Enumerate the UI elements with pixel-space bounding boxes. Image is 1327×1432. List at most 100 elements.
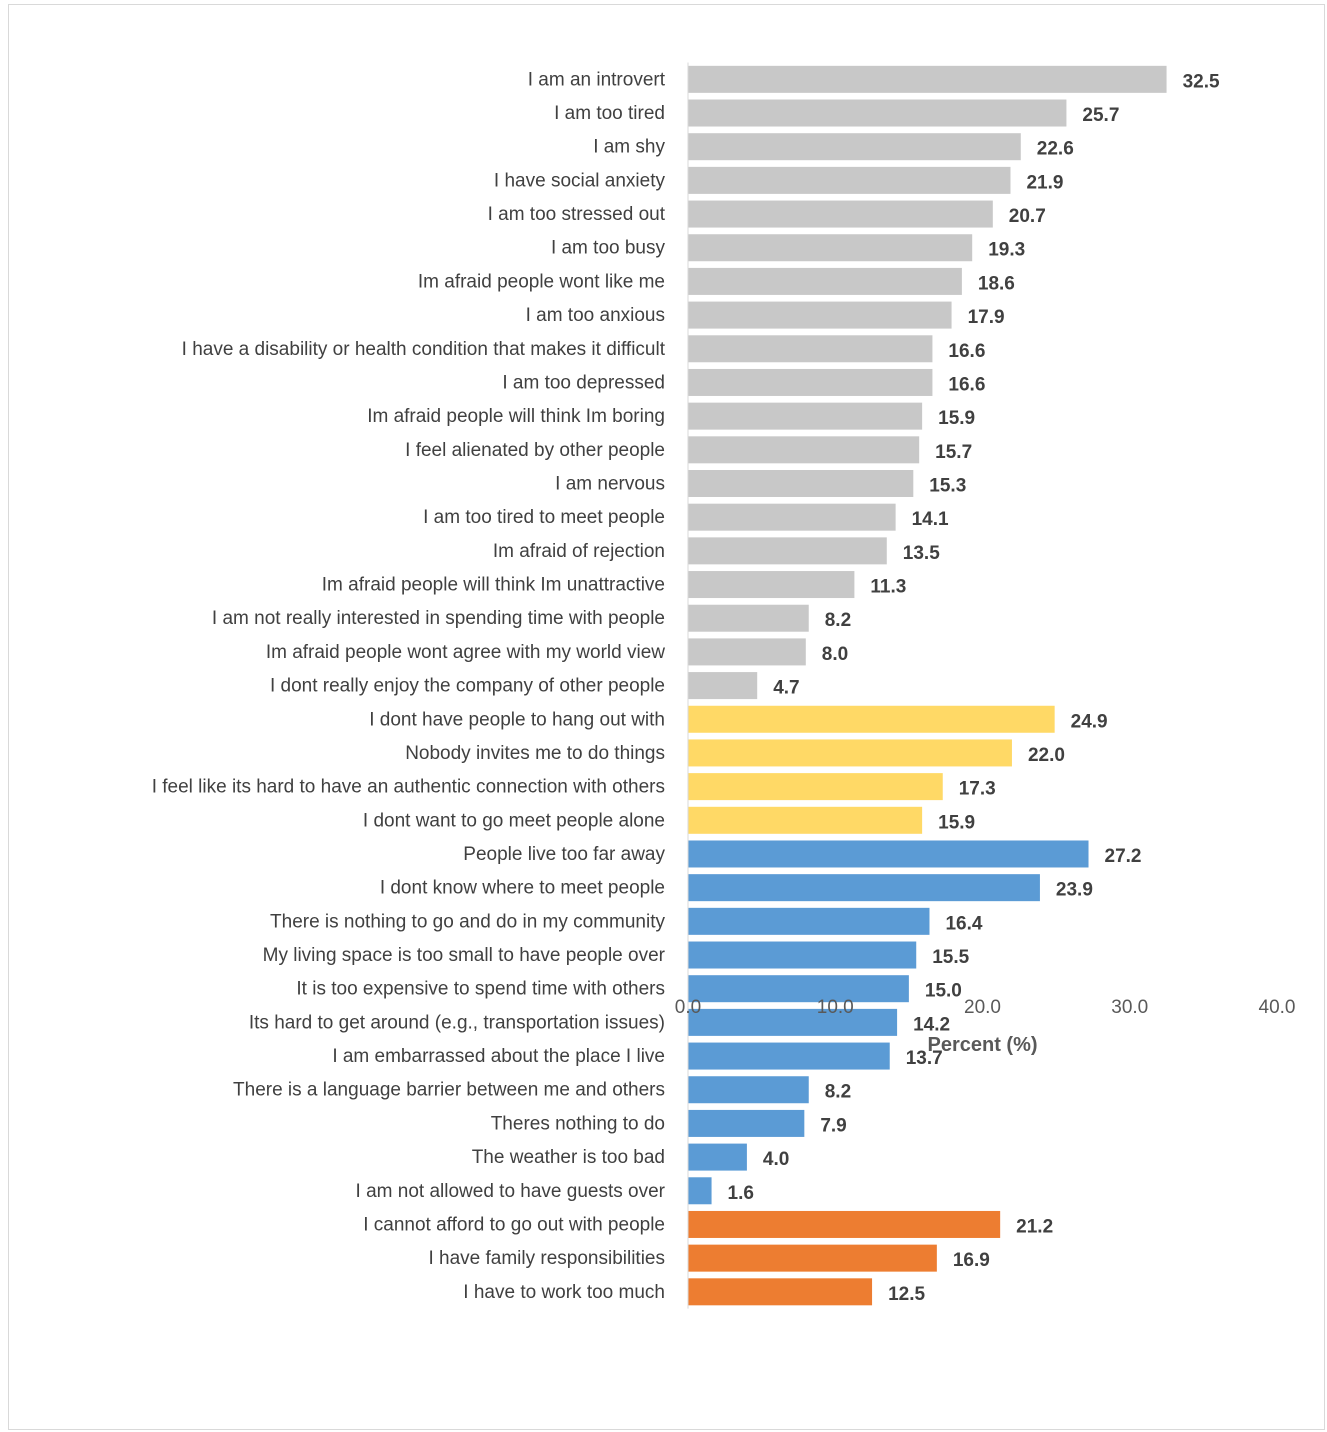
value-label: 4.7 [773,678,799,699]
value-label: 15.9 [938,812,975,833]
value-label: 15.5 [932,947,969,968]
category-label: I cannot afford to go out with people [363,1214,665,1235]
value-label: 17.3 [959,779,996,800]
value-label: 15.0 [925,981,962,1002]
bar [688,773,943,801]
value-label: 19.3 [988,240,1025,261]
bar [688,874,1040,902]
category-label: I am too busy [551,238,666,259]
value-label: 1.6 [728,1183,754,1204]
bar [688,234,973,262]
category-label: I am too anxious [526,305,665,326]
category-label: I am not really interested in spending t… [212,608,665,629]
bar [688,1076,809,1104]
value-label: 17.9 [968,307,1005,328]
bar [688,537,887,565]
category-label: I have a disability or health condition … [182,339,666,360]
bar [688,99,1067,127]
bars-layer [688,65,1167,1306]
value-label: 8.2 [825,1082,851,1103]
bar [688,739,1012,767]
value-label: 18.6 [978,273,1015,294]
value-label: 16.6 [948,341,985,362]
x-tick-label: 40.0 [1259,997,1296,1018]
bar [688,1210,1001,1238]
x-tick-label: 30.0 [1111,997,1148,1018]
value-label: 14.2 [913,1014,950,1035]
value-label: 12.5 [888,1284,925,1305]
category-label: Im afraid people wont agree with my worl… [266,642,665,663]
value-label: 21.9 [1026,172,1063,193]
value-label: 13.5 [903,543,940,564]
bar [688,907,930,935]
category-label: I am nervous [555,474,665,495]
category-label: Im afraid people wont like me [418,271,665,292]
x-tick-label: 10.0 [817,997,854,1018]
value-label: 15.3 [929,476,966,497]
value-label: 16.6 [948,374,985,395]
bar [688,335,933,363]
bar [688,638,806,666]
bar [688,1109,805,1137]
category-label: My living space is too small to have peo… [263,945,666,966]
bar [688,402,923,430]
category-label: Theres nothing to do [491,1113,665,1134]
category-label: Im afraid people will think Im unattract… [322,575,665,596]
bar [688,166,1011,194]
bar [688,1278,873,1306]
category-label: There is nothing to go and do in my comm… [270,911,665,932]
bar [688,840,1089,868]
category-label: I dont know where to meet people [380,878,665,899]
category-label: I dont have people to hang out with [369,709,665,730]
value-label: 14.1 [912,509,949,530]
category-label: I am too depressed [502,372,665,393]
bar [688,941,917,969]
bar [688,200,993,228]
x-axis-title: Percent (%) [927,1034,1037,1056]
category-label: Im afraid people will think Im boring [367,406,665,427]
bar [688,436,920,464]
bar [688,267,962,295]
value-label: 20.7 [1009,206,1046,227]
category-label: Nobody invites me to do things [405,743,665,764]
bar [688,1143,747,1171]
value-labels: 32.5 25.7 22.6 21.9 20.7 19.3 18.6 17.9 16.6 16.6… [728,71,1220,1304]
value-label: 32.5 [1183,71,1220,92]
value-label: 22.0 [1028,745,1065,766]
x-axis-ticks: 0.0 10.0 20.0 30.0 40.0 [675,997,1296,1018]
bar [688,1042,890,1070]
value-label: 16.9 [953,1250,990,1271]
value-label: 7.9 [820,1115,846,1136]
category-label: I am too stressed out [488,204,666,225]
category-label: I have to work too much [463,1282,665,1303]
category-label: I dont want to go meet people alone [363,810,665,831]
bar [688,133,1021,161]
category-label: I am embarrassed about the place I live [332,1046,665,1067]
value-label: 8.2 [825,610,851,631]
bar [688,571,855,599]
bar [688,1177,712,1205]
value-label: 22.6 [1037,139,1074,160]
bar [688,470,914,497]
bar [688,301,952,329]
category-label: I feel alienated by other people [405,440,665,461]
value-label: 21.2 [1016,1216,1053,1237]
bar [688,1244,937,1272]
value-label: 24.9 [1071,711,1108,732]
category-label: There is a language barrier between me a… [233,1080,665,1101]
value-label: 15.7 [935,442,972,463]
bar [688,604,809,632]
value-label: 11.3 [870,577,906,598]
x-tick-label: 20.0 [964,997,1001,1018]
category-label: I am too tired to meet people [423,507,665,528]
bar [688,65,1167,93]
category-labels: I am an introvert I am too tired I am shy I… [152,69,666,1302]
value-label: 16.4 [945,913,982,934]
category-label: It is too expensive to spend time with o… [296,979,665,1000]
bar [688,672,758,700]
value-label: 15.9 [938,408,975,429]
category-label: I have family responsibilities [428,1248,665,1269]
value-label: 4.0 [763,1149,789,1170]
bar [688,975,909,1003]
